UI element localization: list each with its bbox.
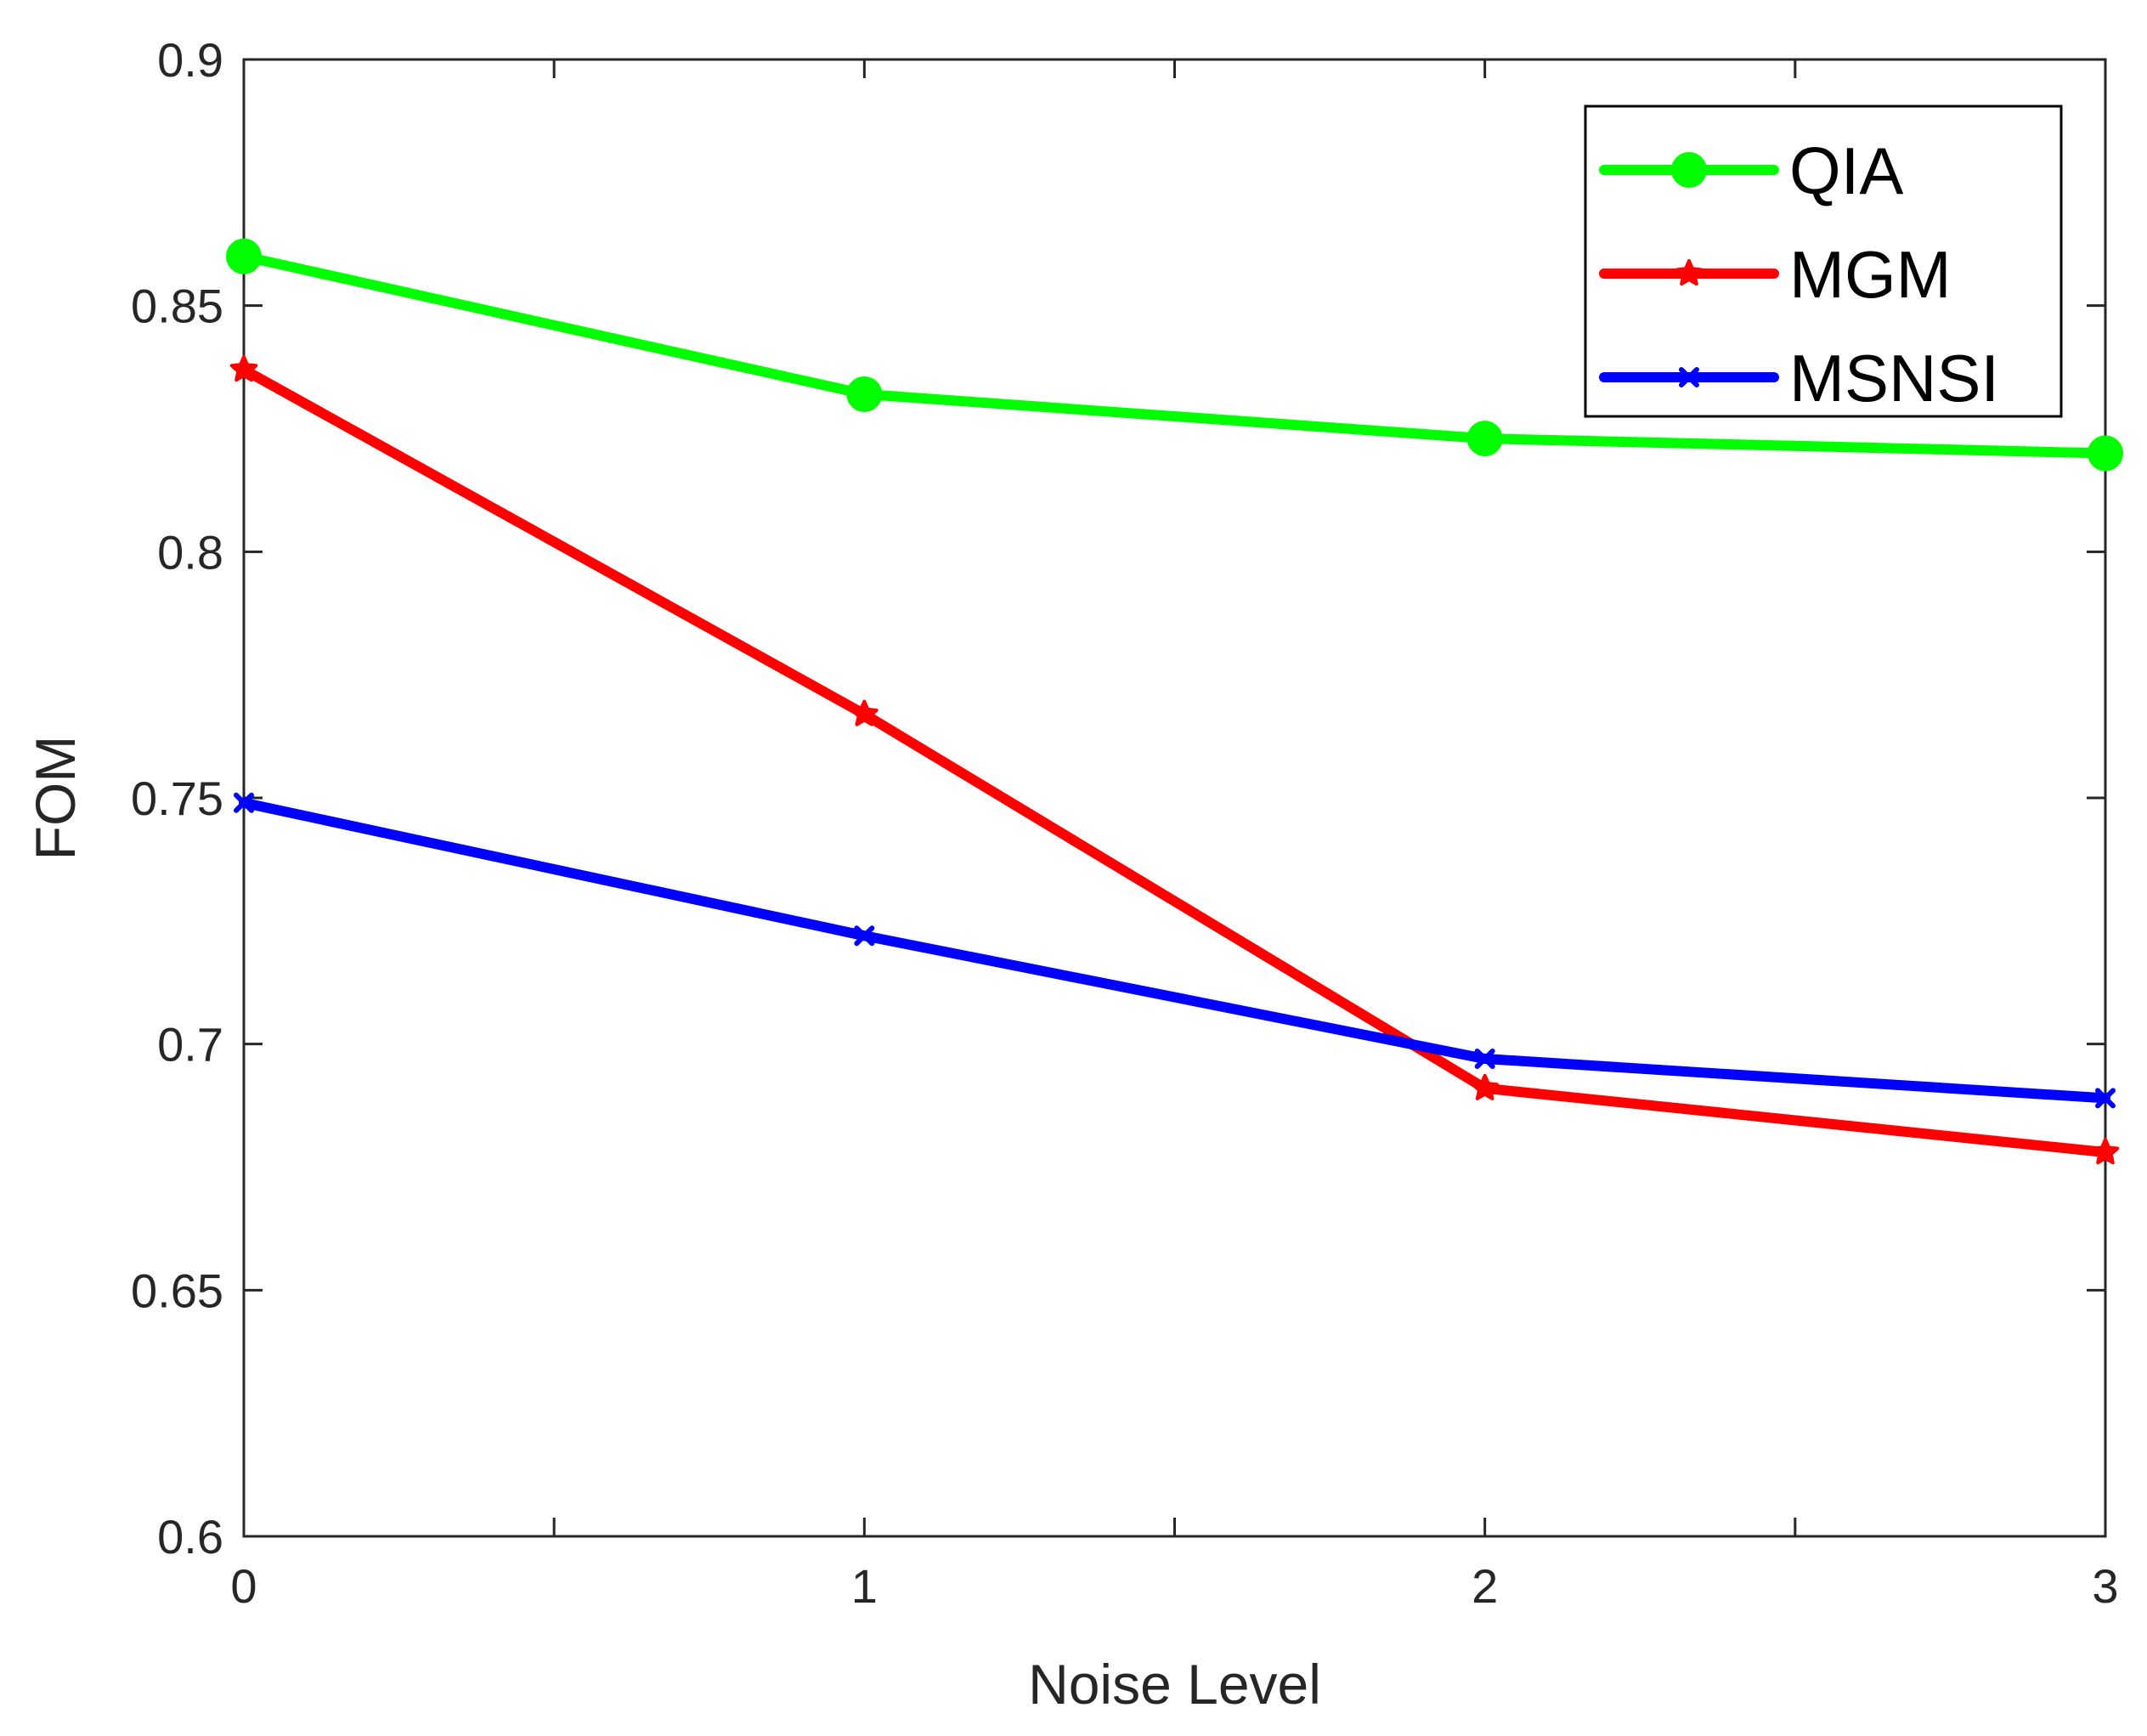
data-point-qia-1: [846, 376, 883, 412]
y-tick-label-5: 0.85: [131, 280, 223, 333]
legend-marker-msnsi: [1679, 367, 1699, 387]
x-tick-label-1: 1: [851, 1559, 878, 1613]
y-axis-ticks: 0.6 0.65 0.7 0.75 0.8 0.85 0.9: [131, 33, 2105, 1564]
y-tick-label-2: 0.7: [157, 1018, 223, 1072]
series-line-msnsi: [239, 797, 2110, 1104]
data-point-msnsi-3: [2095, 1088, 2116, 1109]
series-mgm: [229, 355, 2120, 1165]
data-point-msnsi-1: [854, 925, 875, 947]
legend: QIA MGM MSNSI: [1584, 105, 2063, 418]
series-qia: [226, 238, 2123, 472]
legend-marker-qia: [1671, 152, 1707, 188]
legend-label-qia: QIA: [1789, 133, 1903, 208]
data-point-qia-0: [226, 238, 262, 274]
y-tick-label-4: 0.8: [157, 525, 223, 579]
data-point-msnsi-0: [234, 792, 254, 813]
data-point-msnsi-2: [1474, 1049, 1495, 1070]
series-layer: [226, 238, 2123, 1165]
data-point-mgm-3: [2091, 1138, 2120, 1165]
x-tick-label-2: 2: [1472, 1559, 1498, 1613]
y-axis-title: FOM: [24, 736, 87, 861]
data-point-mgm-1: [850, 699, 879, 727]
data-point-qia-3: [2088, 435, 2123, 472]
x-tick-label-0: 0: [230, 1559, 257, 1613]
data-point-mgm-0: [229, 355, 258, 382]
x-tick-label-3: 3: [2092, 1559, 2118, 1613]
legend-marker-mgm: [1675, 259, 1703, 286]
series-msnsi: [234, 792, 2116, 1109]
legend-box: [1584, 105, 2063, 418]
x-axis-title: Noise Level: [1028, 1653, 1321, 1716]
data-point-qia-2: [1466, 421, 1503, 457]
legend-label-msnsi: MSNSI: [1789, 341, 1999, 416]
series-line-mgm: [239, 365, 2110, 1158]
legend-label-mgm: MGM: [1789, 237, 1952, 312]
y-tick-label-6: 0.9: [157, 33, 223, 87]
y-tick-label-0: 0.6: [157, 1510, 223, 1564]
series-line-qia: [239, 251, 2110, 459]
y-tick-label-3: 0.75: [131, 772, 223, 825]
x-axis-ticks: 0 1 2 3: [230, 59, 2119, 1613]
data-point-mgm-2: [1471, 1073, 1499, 1100]
y-tick-label-1: 0.65: [131, 1264, 223, 1317]
